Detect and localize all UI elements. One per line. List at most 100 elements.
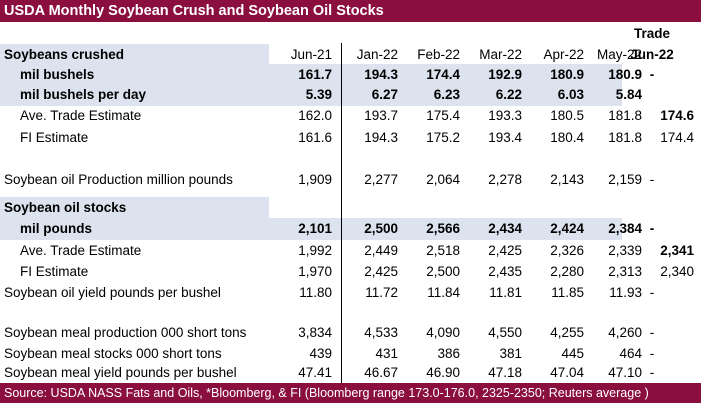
- cell-value: 2,424: [550, 221, 584, 236]
- cell-value: 2,425: [488, 243, 522, 258]
- cell-value: 4,550: [488, 325, 522, 340]
- row-label: Ave. Trade Estimate: [20, 108, 142, 123]
- row-shade: [0, 218, 622, 240]
- cell-value: 47.18: [488, 365, 522, 380]
- row-label: mil pounds: [20, 221, 92, 236]
- table-row: Soybean meal production 000 short tons 3…: [0, 322, 701, 344]
- table-row: mil pounds 2,101 2,500 2,566 2,434 2,424…: [0, 218, 701, 240]
- cell-value: 1,909: [298, 172, 332, 187]
- cell-value: 2,143: [550, 172, 584, 187]
- cell-value: 381: [499, 346, 522, 361]
- table-row: FI Estimate 1,970 2,425 2,500 2,435 2,28…: [0, 261, 701, 283]
- header-label-shade: [0, 44, 269, 66]
- cell-value: 1,970: [298, 264, 332, 279]
- cell-value: 175.2: [426, 130, 460, 145]
- cell-value: 2,326: [550, 243, 584, 258]
- header-row: Soybeans crushed Jun-21 Jan-22 Feb-22 Ma…: [0, 44, 701, 66]
- col-header-feb22: Feb-22: [417, 47, 460, 62]
- cell-value: 11.80: [299, 285, 332, 300]
- section-label-shade: [0, 197, 269, 219]
- row-label: mil bushels: [20, 67, 95, 82]
- cell-value: 11.93: [609, 285, 642, 300]
- row-label: Ave. Trade Estimate: [20, 243, 142, 258]
- cell-value: 180.4: [550, 130, 584, 145]
- cell-value: [622, 84, 682, 106]
- cell-value: 6.27: [371, 87, 398, 102]
- cell-value: 445: [561, 346, 584, 361]
- cell-value: 11.84: [427, 285, 460, 300]
- cell-value: 6.03: [557, 87, 584, 102]
- row-label: Soybean meal stocks 000 short tons: [4, 346, 222, 361]
- cell-value: 2,425: [364, 264, 398, 279]
- row-shade: [0, 64, 622, 86]
- cell-value: 5.84: [615, 87, 642, 102]
- cell-value: 2,449: [364, 243, 398, 258]
- cell-value: 3,834: [298, 325, 332, 340]
- cell-value: 181.8: [608, 130, 642, 145]
- cell-value: -: [649, 172, 655, 187]
- cell-value: -: [649, 325, 655, 340]
- cell-value: 175.4: [426, 108, 460, 123]
- row-label: Soybean oil yield pounds per bushel: [4, 285, 221, 300]
- cell-value: 439: [309, 346, 332, 361]
- table-row: mil bushels 161.7 194.3 174.4 192.9 180.…: [0, 64, 701, 86]
- cell-value: 47.10: [608, 365, 642, 380]
- cell-value: 161.7: [298, 67, 332, 82]
- row-label: FI Estimate: [20, 130, 89, 145]
- cell-value: 464: [619, 346, 642, 361]
- cell-value: 194.3: [364, 67, 398, 82]
- table-title: USDA Monthly Soybean Crush and Soybean O…: [0, 0, 701, 22]
- col-header-jun21: Jun-21: [290, 47, 332, 62]
- cell-value: 2,277: [364, 172, 398, 187]
- table-row: FI Estimate 161.6 194.3 175.2 193.4 180.…: [0, 127, 701, 149]
- cell-value: 1,992: [298, 243, 332, 258]
- cell-value: 11.72: [365, 285, 398, 300]
- cell-value: 2,434: [488, 221, 522, 236]
- cell-value: 2,435: [488, 264, 522, 279]
- cell-value: 431: [375, 346, 398, 361]
- cell-value: 174.4: [660, 130, 694, 145]
- cell-value: 2,500: [426, 264, 460, 279]
- cell-value: 180.9: [550, 67, 584, 82]
- cell-value: 193.4: [488, 130, 522, 145]
- row-label: FI Estimate: [20, 264, 89, 279]
- cell-value: 2,278: [488, 172, 522, 187]
- cell-value: -: [649, 221, 655, 236]
- row-label: mil bushels per day: [20, 87, 147, 102]
- row-label: Soybean oil Production million pounds: [4, 172, 233, 187]
- cell-value: 2,339: [608, 243, 642, 258]
- cell-value: 174.6: [660, 108, 694, 123]
- col-header-jun22: Jun-22: [630, 47, 674, 62]
- cell-value: 180.9: [608, 67, 642, 82]
- cell-value: 4,533: [364, 325, 398, 340]
- cell-value: 193.7: [364, 108, 398, 123]
- cell-value: 2,313: [608, 264, 642, 279]
- cell-value: 47.41: [298, 365, 332, 380]
- cell-value: -: [649, 365, 655, 380]
- table-row: Soybean oil yield pounds per bushel 11.8…: [0, 282, 701, 304]
- cell-value: 194.3: [364, 130, 398, 145]
- cell-value: 2,566: [426, 221, 460, 236]
- cell-value: 2,159: [608, 172, 642, 187]
- col-header-jan22: Jan-22: [356, 47, 398, 62]
- cell-value: 386: [437, 346, 460, 361]
- cell-value: 193.3: [488, 108, 522, 123]
- cell-value: 4,260: [608, 325, 642, 340]
- cell-value: 11.81: [489, 285, 522, 300]
- row-shade: [0, 84, 622, 106]
- cell-value: 2,101: [298, 221, 332, 236]
- cell-value: 2,384: [608, 221, 642, 236]
- trade-column-header: Trade: [633, 26, 671, 41]
- cell-value: 192.9: [488, 67, 522, 82]
- cell-value: 2,341: [660, 243, 694, 258]
- table-row: Soybean meal yield pounds per bushel 47.…: [0, 362, 701, 384]
- col-header-may22: May-22: [596, 47, 642, 62]
- cell-value: 174.4: [426, 67, 460, 82]
- row-label: Soybean meal yield pounds per bushel: [4, 365, 237, 380]
- table-row: Soybean meal stocks 000 short tons 439 4…: [0, 343, 701, 365]
- cell-value: 181.8: [608, 108, 642, 123]
- cell-value: 161.6: [298, 130, 332, 145]
- cell-value: 6.22: [495, 87, 522, 102]
- cell-value: 4,255: [550, 325, 584, 340]
- table-row: mil bushels per day 5.39 6.27 6.23 6.22 …: [0, 84, 701, 106]
